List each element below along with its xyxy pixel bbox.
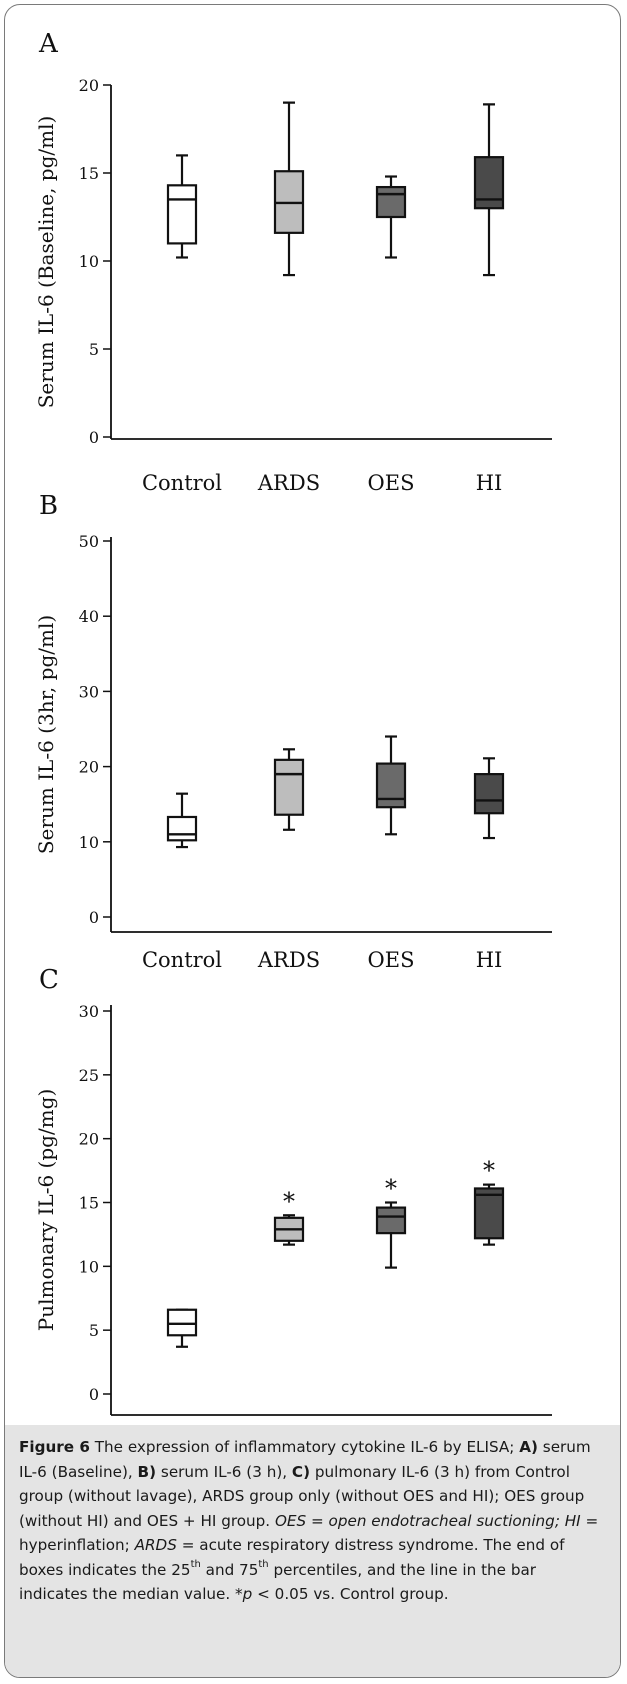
- chart-canvas: A 0 5 10 15 20 Serum IL-6 (Baseline, pg/ml) Con…: [34, 29, 552, 1416]
- panel-c-significance-marker: *: [483, 1157, 495, 1185]
- panel-b-y-tick-label: 50: [79, 532, 99, 551]
- panel-c-y-tick-label: 15: [79, 1194, 99, 1213]
- panel-c-y-tick-label: 30: [79, 1002, 99, 1021]
- panel-b-category-label: Control: [142, 948, 222, 972]
- panel-a-letter: A: [38, 29, 59, 59]
- panel-a-y-tick-label: 10: [79, 252, 99, 271]
- panel-a-box-oes: [375, 185, 407, 219]
- caption-text-4: pulmonary IL-6 (3 h) from Control group …: [19, 1462, 585, 1530]
- panel-c-y-tick-label: 5: [89, 1321, 99, 1340]
- panel-a-y-axis-title: Serum IL-6 (Baseline, pg/ml): [34, 116, 58, 409]
- panel-c-y-axis-title: Pulmonary IL-6 (pg/mg): [34, 1089, 58, 1332]
- caption-p-italic: p: [242, 1585, 253, 1603]
- panel-c-y-tick-label: 10: [79, 1257, 99, 1276]
- panel-a-box-control: [166, 184, 198, 245]
- panel-a-y-tick-label: 0: [89, 428, 99, 447]
- panel-b-y-tick-label: 30: [79, 682, 99, 701]
- panel-c-box-control: [166, 1308, 198, 1337]
- panel-a-category-label: Control: [142, 471, 222, 495]
- caption-text-8: percentiles, and the line in the bar ind…: [19, 1560, 537, 1604]
- panel-c-box-oes: [375, 1206, 407, 1235]
- caption-text-3: serum IL-6 (3 h),: [156, 1462, 292, 1481]
- panel-b-category-label: OES: [368, 948, 415, 972]
- caption-text-5: = hyperinflation;: [19, 1511, 599, 1555]
- caption-sup-2: th: [258, 1559, 269, 1571]
- caption-panel-b-label: B): [137, 1462, 157, 1481]
- caption-panel-c-label: C): [291, 1462, 311, 1481]
- panel-b-box-ards: [273, 758, 305, 816]
- panel-c-y-tick-label: 20: [79, 1130, 99, 1149]
- caption-text-7: and 75: [200, 1560, 259, 1579]
- caption-text-6: = acute respiratory distress syndrome. T…: [19, 1536, 565, 1579]
- panel-b-letter: B: [39, 491, 58, 521]
- panel-b-box-control: [166, 815, 198, 842]
- panel-a-y-tick-label: 15: [79, 164, 99, 183]
- caption-sup-1: th: [190, 1559, 201, 1571]
- panel-a-y-tick-label: 5: [89, 340, 99, 359]
- panel-b-y-tick-label: 0: [89, 908, 99, 927]
- panel-c-y-tick-label: 0: [89, 1385, 99, 1404]
- panel-b-box-hi: [473, 773, 505, 815]
- panel-c-letter: C: [39, 965, 59, 995]
- panel-b-category-label: HI: [476, 948, 503, 972]
- figure-frame: A 0 5 10 15 20 Serum IL-6 (Baseline, pg/ml) Con…: [4, 4, 621, 1678]
- panel-b-category-label: ARDS: [257, 948, 320, 972]
- caption-text-1: The expression of inflammatory cytokine …: [89, 1438, 520, 1456]
- panel-b-y-tick-label: 20: [79, 758, 99, 777]
- caption-ards-abbr: ARDS: [134, 1536, 177, 1554]
- panel-a-category-label: HI: [476, 471, 503, 495]
- panel-a-category-label: OES: [368, 471, 415, 495]
- panel-b-box-oes: [375, 762, 407, 809]
- panel-c-significance-marker: *: [385, 1175, 397, 1203]
- panel-a-category-label: ARDS: [257, 471, 320, 495]
- panel-c-y-tick-label: 25: [79, 1066, 99, 1085]
- caption-text-9: < 0.05 vs. Control group.: [252, 1585, 449, 1603]
- caption-figure-label: Figure 6: [19, 1438, 90, 1456]
- panel-c-significance-marker: *: [283, 1187, 295, 1215]
- caption-text-2: serum IL-6 (Baseline),: [19, 1438, 591, 1481]
- panel-b-y-axis-title: Serum IL-6 (3hr, pg/ml): [34, 615, 58, 854]
- panel-a-y-tick-label: 20: [79, 76, 99, 95]
- caption-panel-a-label: A): [519, 1438, 538, 1456]
- panel-b-y-tick-label: 10: [79, 833, 99, 852]
- figure-caption: Figure 6 The expression of inflammatory …: [5, 1425, 620, 1677]
- caption-oes-definition: OES = open endotracheal suctioning; HI: [274, 1511, 581, 1530]
- panel-c-box-hi: [473, 1187, 505, 1240]
- panel-b-y-tick-label: 40: [79, 607, 99, 626]
